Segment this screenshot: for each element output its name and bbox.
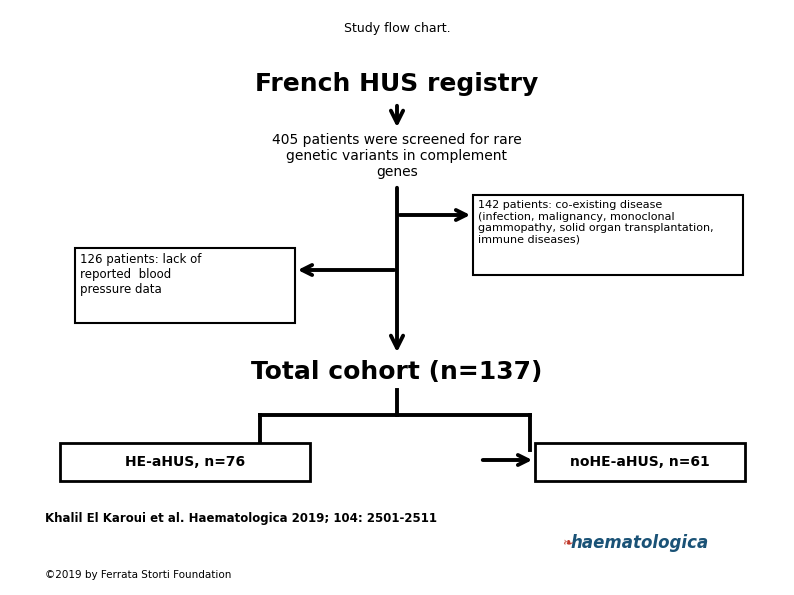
Text: Total cohort (n=137): Total cohort (n=137) [252, 360, 542, 384]
Text: 126 patients: lack of
reported  blood
pressure data: 126 patients: lack of reported blood pre… [80, 253, 202, 296]
FancyBboxPatch shape [60, 443, 310, 481]
Text: ©2019 by Ferrata Storti Foundation: ©2019 by Ferrata Storti Foundation [45, 570, 231, 580]
Text: Study flow chart.: Study flow chart. [344, 22, 450, 35]
Text: French HUS registry: French HUS registry [256, 72, 538, 96]
FancyBboxPatch shape [535, 443, 745, 481]
Text: ❧: ❧ [562, 537, 572, 550]
Text: Khalil El Karoui et al. Haematologica 2019; 104: 2501-2511: Khalil El Karoui et al. Haematologica 20… [45, 512, 437, 525]
Text: HE-aHUS, n=76: HE-aHUS, n=76 [125, 455, 245, 469]
Text: noHE-aHUS, n=61: noHE-aHUS, n=61 [570, 455, 710, 469]
FancyBboxPatch shape [473, 195, 743, 275]
Text: 405 patients were screened for rare
genetic variants in complement
genes: 405 patients were screened for rare gene… [272, 133, 522, 180]
Text: haematologica: haematologica [570, 534, 708, 552]
Text: 142 patients: co-existing disease
(infection, malignancy, monoclonal
gammopathy,: 142 patients: co-existing disease (infec… [478, 200, 714, 245]
FancyBboxPatch shape [75, 248, 295, 323]
